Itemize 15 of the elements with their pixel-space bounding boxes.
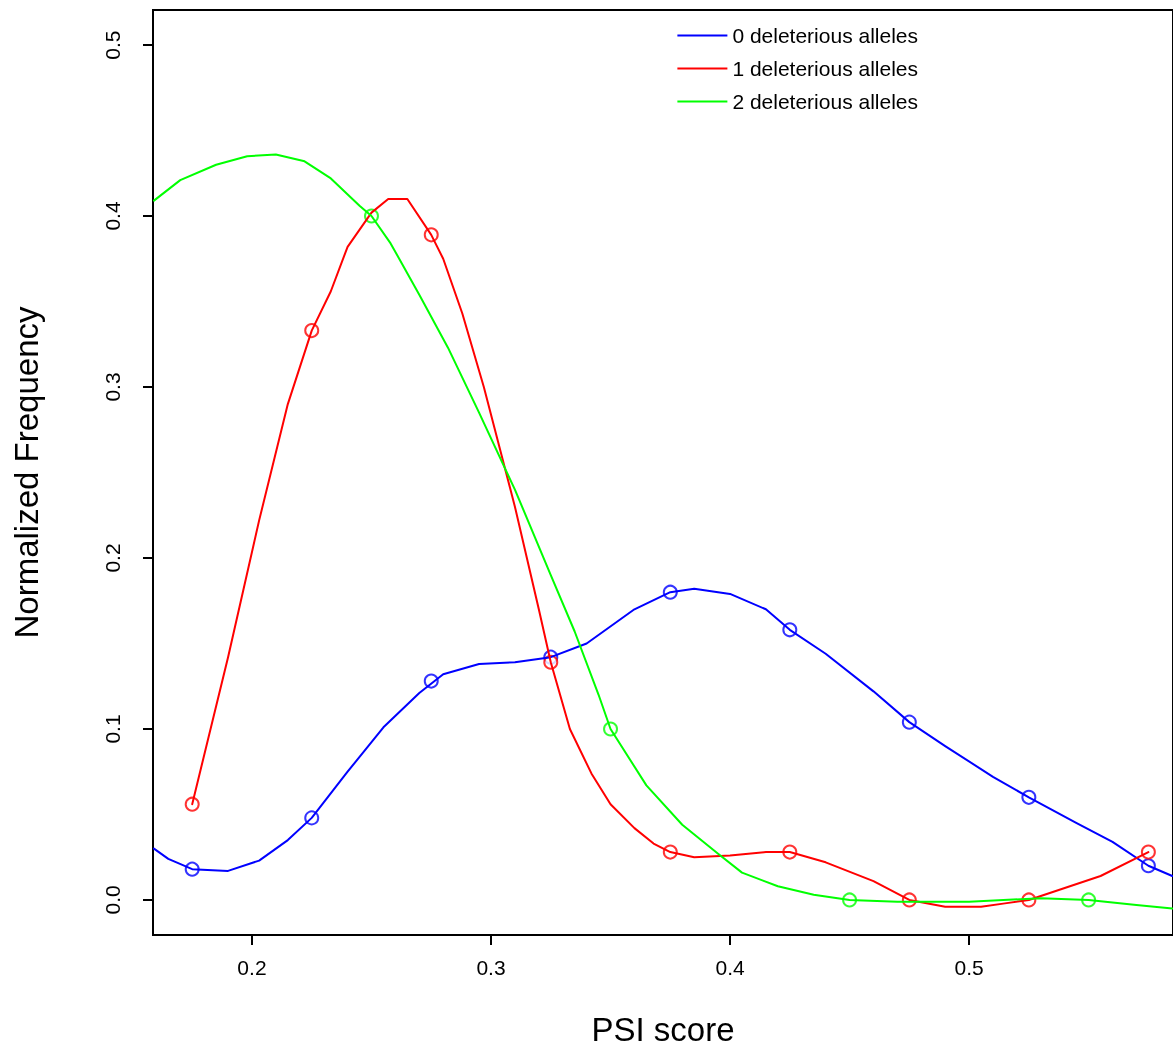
legend-label: 1 deleterious alleles (732, 57, 919, 80)
x-tick-label: 0.3 (476, 956, 506, 979)
y-tick-label: 0.3 (101, 372, 124, 402)
y-tick-label: 0.4 (101, 201, 124, 231)
y-tick-label: 0.0 (101, 885, 124, 915)
x-tick-label: 0.5 (954, 956, 984, 979)
x-tick-label: 0.4 (715, 956, 745, 979)
legend-label: 0 deleterious alleles (732, 24, 919, 47)
y-tick-label: 0.2 (101, 543, 124, 573)
y-tick-label: 0.1 (101, 714, 124, 744)
y-axis-title: Normalized Frequency (8, 306, 45, 639)
x-axis-title: PSI score (591, 1011, 735, 1048)
x-tick-label: 0.2 (237, 956, 267, 979)
y-tick-label: 0.5 (101, 30, 124, 60)
legend-label: 2 deleterious alleles (732, 90, 919, 113)
